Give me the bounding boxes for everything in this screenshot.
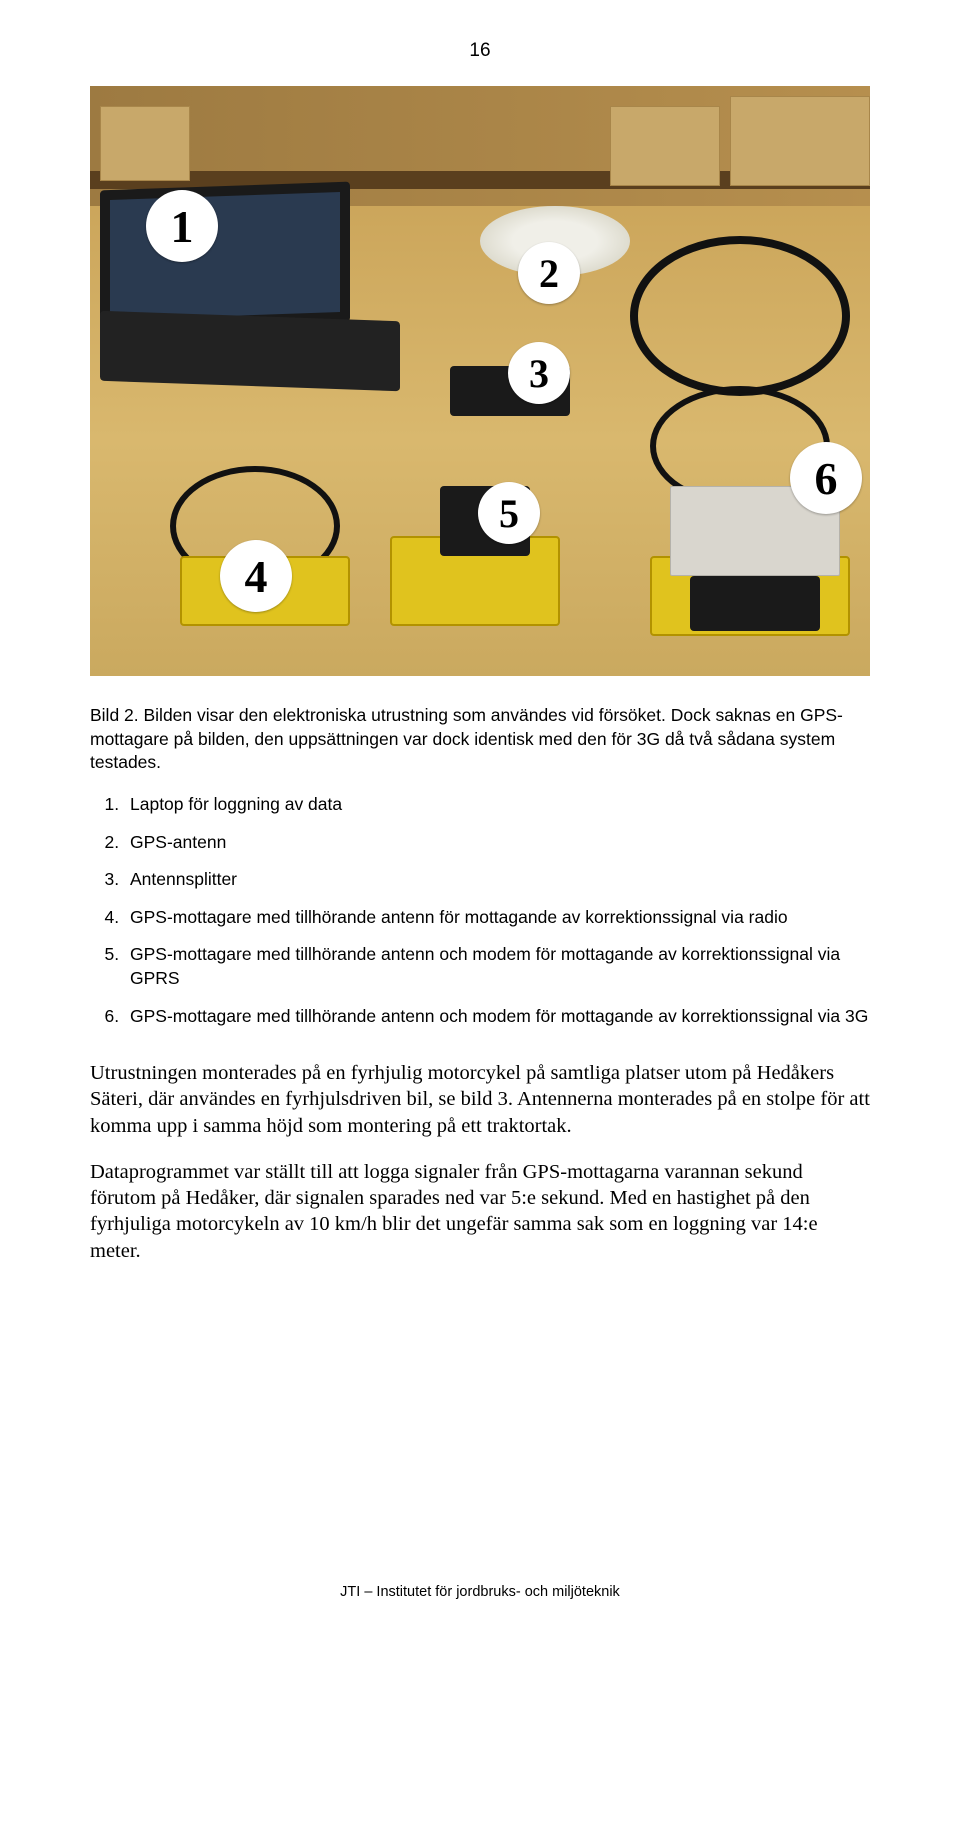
photo-box [610,106,720,186]
legend-item: GPS-antenn [124,827,870,865]
photo-marker-4: 4 [220,540,292,612]
photo-display-unit [690,576,820,631]
figure-photo: 1 2 3 4 5 6 [90,86,870,676]
legend-item: Laptop för loggning av data [124,789,870,827]
photo-box [730,96,870,186]
photo-laptop-screen [100,182,350,331]
photo-box [100,106,190,181]
legend-item: GPS-mottagare med tillhörande antenn för… [124,902,870,940]
photo-cable-coil [630,236,850,396]
document-page: 16 1 2 3 4 5 6 Bild 2. Bilden visar den elekt… [0,0,960,1660]
photo-marker-3: 3 [508,342,570,404]
photo-marker-1: 1 [146,190,218,262]
page-footer: JTI – Institutet för jordbruks- och milj… [90,1584,870,1600]
figure-legend-list: Laptop för loggning av dataGPS-antennAnt… [90,789,870,1038]
body-paragraph: Dataprogrammet var ställt till att logga… [90,1159,870,1264]
page-number: 16 [90,40,870,62]
legend-item: GPS-mottagare med tillhörande antenn och… [124,1001,870,1039]
legend-item: GPS-mottagare med tillhörande antenn och… [124,939,870,1000]
photo-laptop [100,186,390,386]
photo-marker-5: 5 [478,482,540,544]
figure-caption: Bild 2. Bilden visar den elektroniska ut… [90,704,870,775]
body-paragraph: Utrustningen monterades på en fyrhjulig … [90,1060,870,1139]
photo-marker-6: 6 [790,442,862,514]
body-paragraphs: Utrustningen monterades på en fyrhjulig … [90,1060,870,1264]
photo-laptop-keyboard [100,311,400,391]
photo-marker-2: 2 [518,242,580,304]
legend-item: Antennsplitter [124,864,870,902]
